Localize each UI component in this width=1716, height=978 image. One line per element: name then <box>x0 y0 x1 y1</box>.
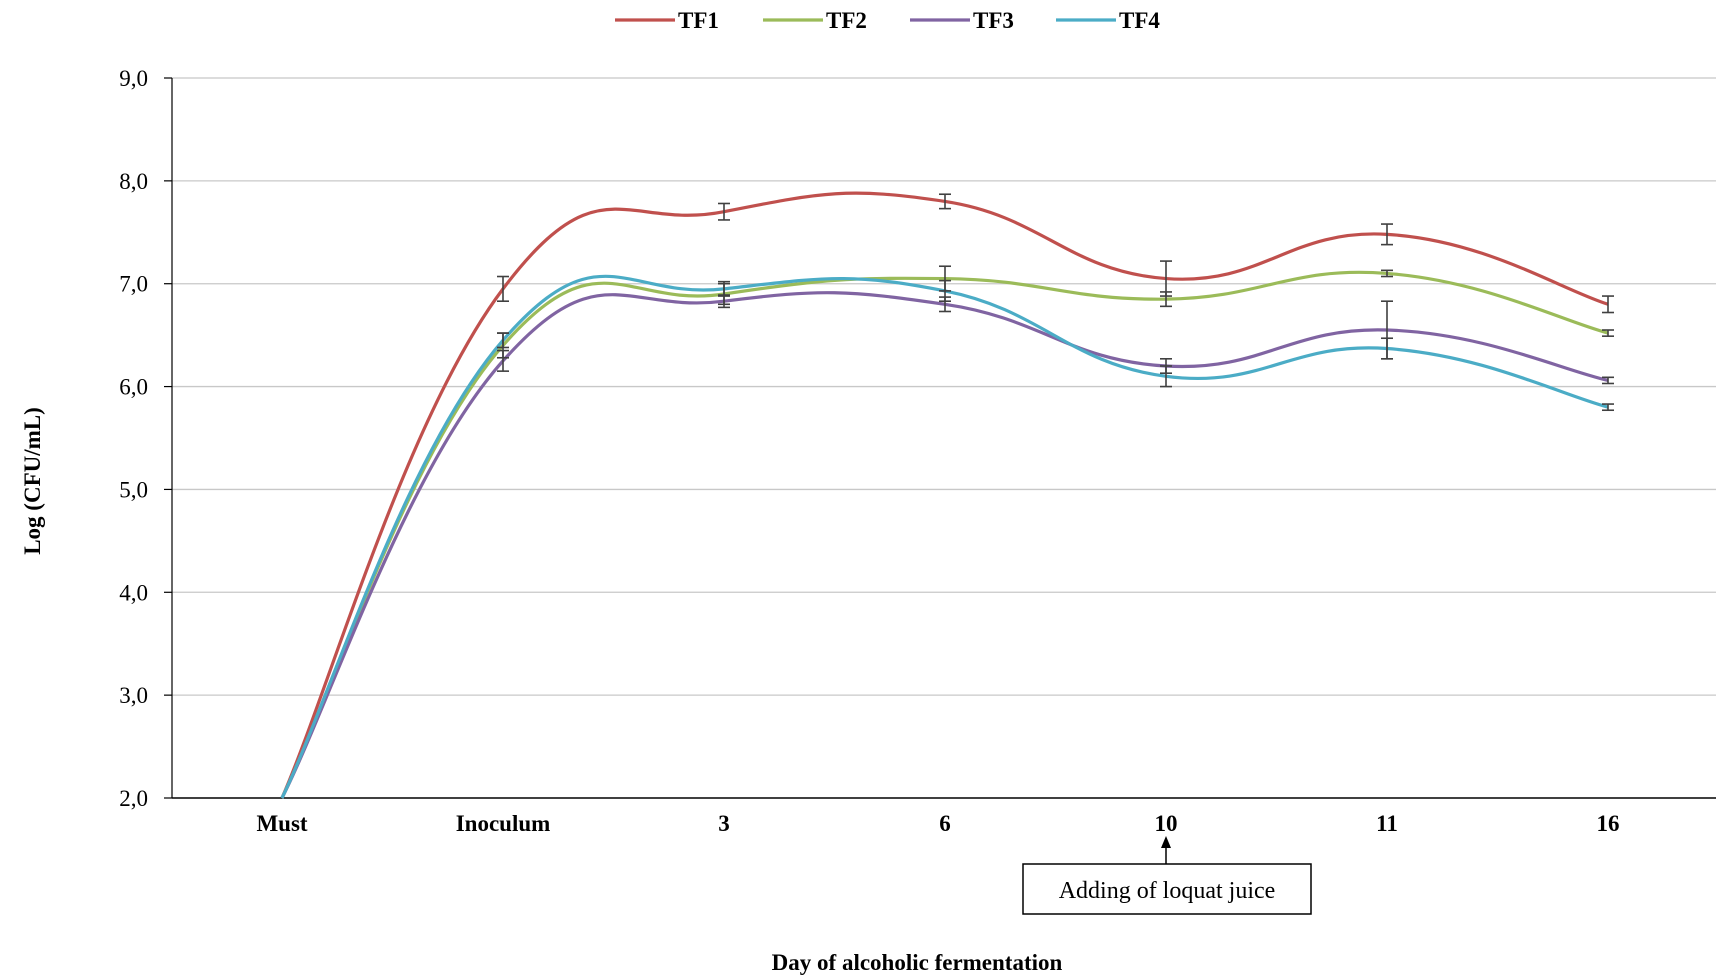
series-line-tf3 <box>280 291 1609 799</box>
y-tick-label: 9,0 <box>119 66 148 91</box>
legend-label-tf3: TF3 <box>973 8 1014 33</box>
y-tick-label: 2,0 <box>119 786 148 811</box>
x-tick-label: Inoculum <box>456 811 551 836</box>
x-axis-title: Day of alcoholic fermentation <box>772 950 1063 975</box>
x-tick-label: 6 <box>939 811 951 836</box>
x-tick-labels: Must Inoculum 3 6 10 11 16 <box>256 811 1619 836</box>
x-tick-label: 16 <box>1597 811 1620 836</box>
x-tick-label: Must <box>256 811 307 836</box>
legend-label-tf1: TF1 <box>678 8 719 33</box>
y-tick-label: 4,0 <box>119 580 148 605</box>
annotation-box <box>1022 863 1312 915</box>
y-tick-labels: 2,0 3,0 4,0 5,0 6,0 7,0 8,0 9,0 <box>119 66 148 811</box>
x-tick-label: 10 <box>1155 811 1178 836</box>
y-tick-label: 8,0 <box>119 169 148 194</box>
series-line-tf2 <box>280 270 1609 799</box>
x-tick-label: 3 <box>718 811 730 836</box>
legend: TF1 TF2 TF3 TF4 <box>615 8 1160 33</box>
y-tick-label: 3,0 <box>119 683 148 708</box>
error-bars <box>497 193 1614 412</box>
annotation-text: Adding of loquat juice <box>1059 878 1276 904</box>
annotation-arrow-head <box>1161 836 1171 848</box>
y-tick-label: 6,0 <box>119 375 148 400</box>
legend-label-tf4: TF4 <box>1119 8 1160 33</box>
grid-lines <box>164 77 1716 799</box>
series-lines <box>280 191 1609 799</box>
legend-label-tf2: TF2 <box>826 8 867 33</box>
annotation: Adding of loquat juice <box>1022 836 1312 915</box>
x-tick-label: 11 <box>1376 811 1398 836</box>
series-line-tf1 <box>280 191 1609 799</box>
y-tick-label: 5,0 <box>119 477 148 502</box>
y-tick-label: 7,0 <box>119 272 148 297</box>
y-axis-title: Log (CFU/mL) <box>20 407 45 555</box>
series-line-tf4 <box>280 274 1609 799</box>
